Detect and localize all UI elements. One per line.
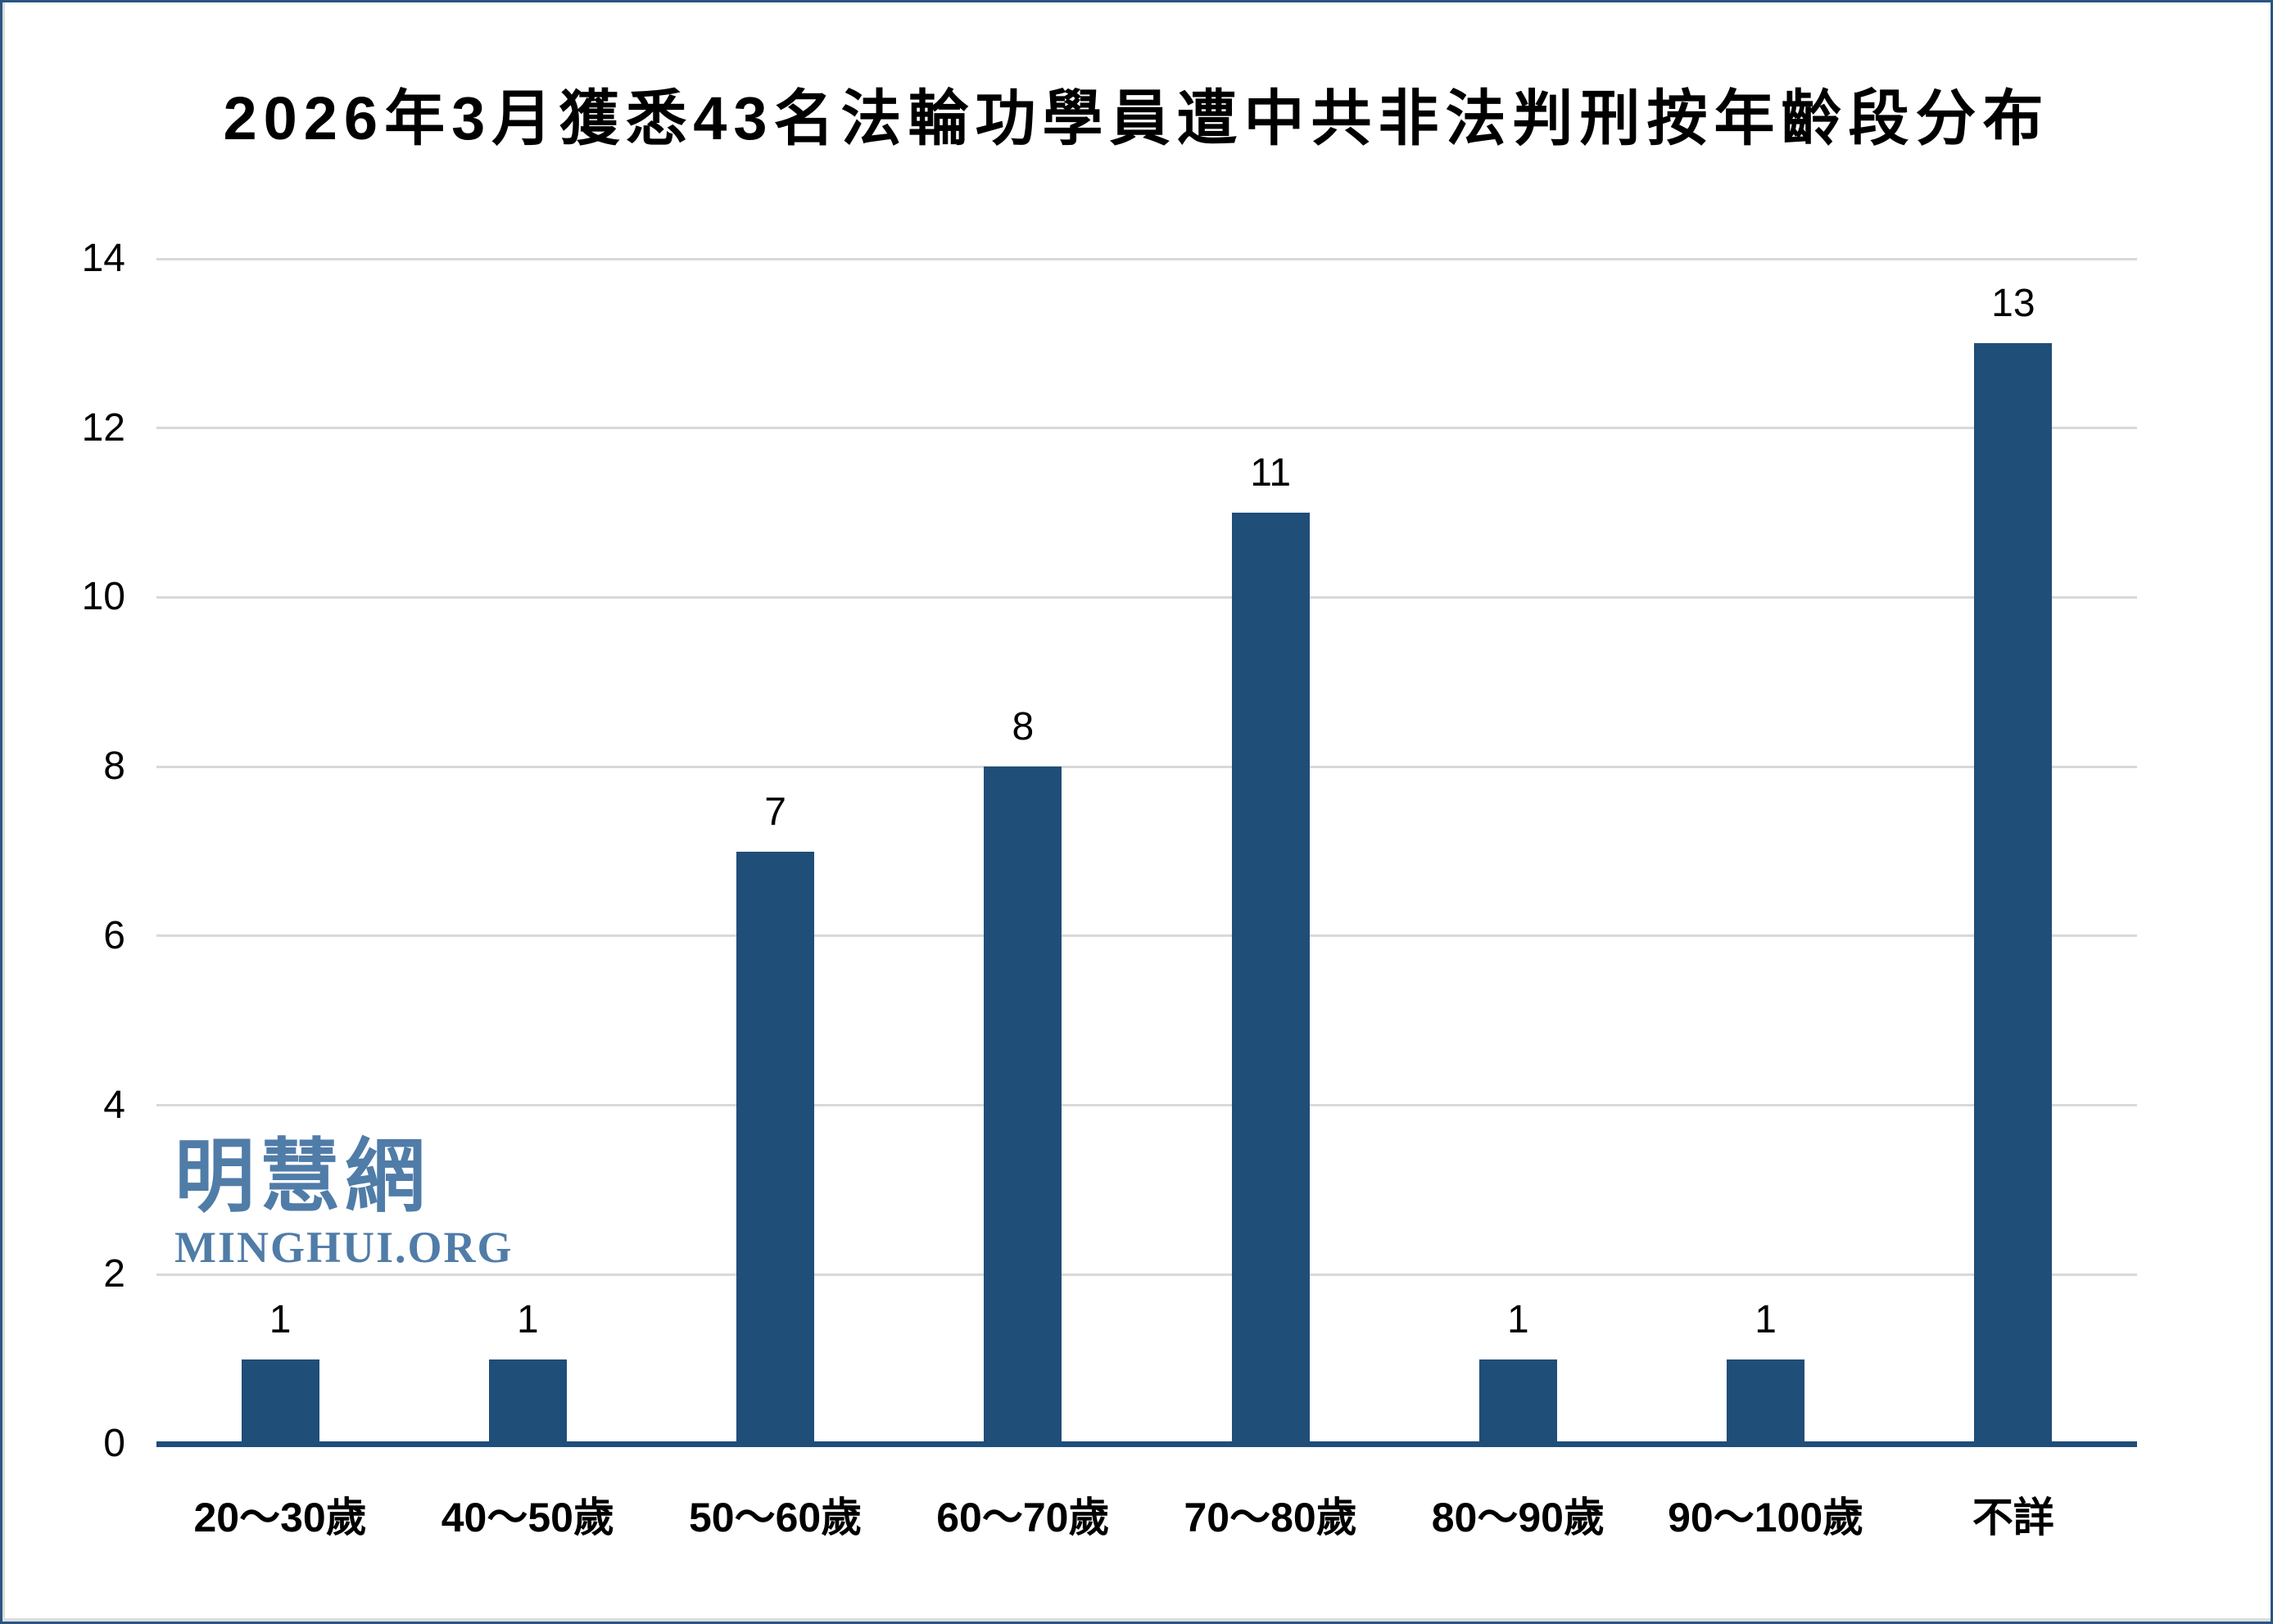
bar [1727,1359,1805,1444]
watermark-site-name: MINGHUI.ORG [174,1222,514,1272]
x-axis-tick-label: 20～30歲 [193,1495,367,1540]
gridline [156,427,2137,430]
x-axis-tick-label: 40～50歲 [441,1495,614,1540]
bar-value-label: 1 [1755,1297,1777,1341]
y-axis-tick-label: 4 [103,1083,125,1127]
chart-title: 2026年3月獲悉43名法輪功學員遭中共非法判刑按年齡段分布 [223,84,2050,152]
y-axis-tick-label: 6 [103,913,125,957]
bar [1231,513,1310,1444]
watermark-cjk-logo: 明慧網 [174,1131,431,1221]
gridline [156,1273,2137,1276]
bar-value-label: 8 [1012,705,1035,749]
bar [736,851,815,1444]
bar-value-label: 11 [1250,451,1292,495]
y-axis-tick-label: 14 [81,237,125,280]
bar-value-label: 1 [517,1297,539,1341]
x-axis-tick-label: 80～90歲 [1431,1495,1605,1540]
bar [984,767,1062,1444]
bar [1478,1359,1557,1444]
y-axis-tick-label: 0 [103,1422,125,1465]
x-axis-tick-label: 70～80歲 [1184,1495,1357,1540]
y-axis-tick-label: 2 [103,1252,125,1296]
bar-value-label: 1 [269,1297,292,1341]
bar-value-label: 1 [1507,1297,1529,1341]
gridline [156,765,2137,768]
x-axis-tick-label: 50～60歲 [689,1495,863,1540]
watermark: 明慧網 MINGHUI.ORG [174,1134,514,1273]
gridline [156,934,2137,938]
y-axis-tick-label: 8 [103,744,125,789]
gridline [156,1104,2137,1107]
bar [1974,343,2053,1444]
gridline [156,595,2137,599]
x-axis-tick-label: 60～70歲 [936,1495,1110,1540]
y-axis-tick-label: 12 [81,405,125,450]
gridline [156,257,2137,260]
bar [488,1359,567,1444]
x-axis-tick-label: 不詳 [1972,1495,2054,1540]
y-axis-tick-label: 10 [81,575,125,619]
x-axis-line [156,1441,2137,1447]
bar-value-label: 7 [764,789,786,834]
bar [241,1359,319,1444]
bar-value-label: 13 [1991,282,2035,326]
x-axis-tick-label: 90～100歲 [1668,1495,1864,1540]
